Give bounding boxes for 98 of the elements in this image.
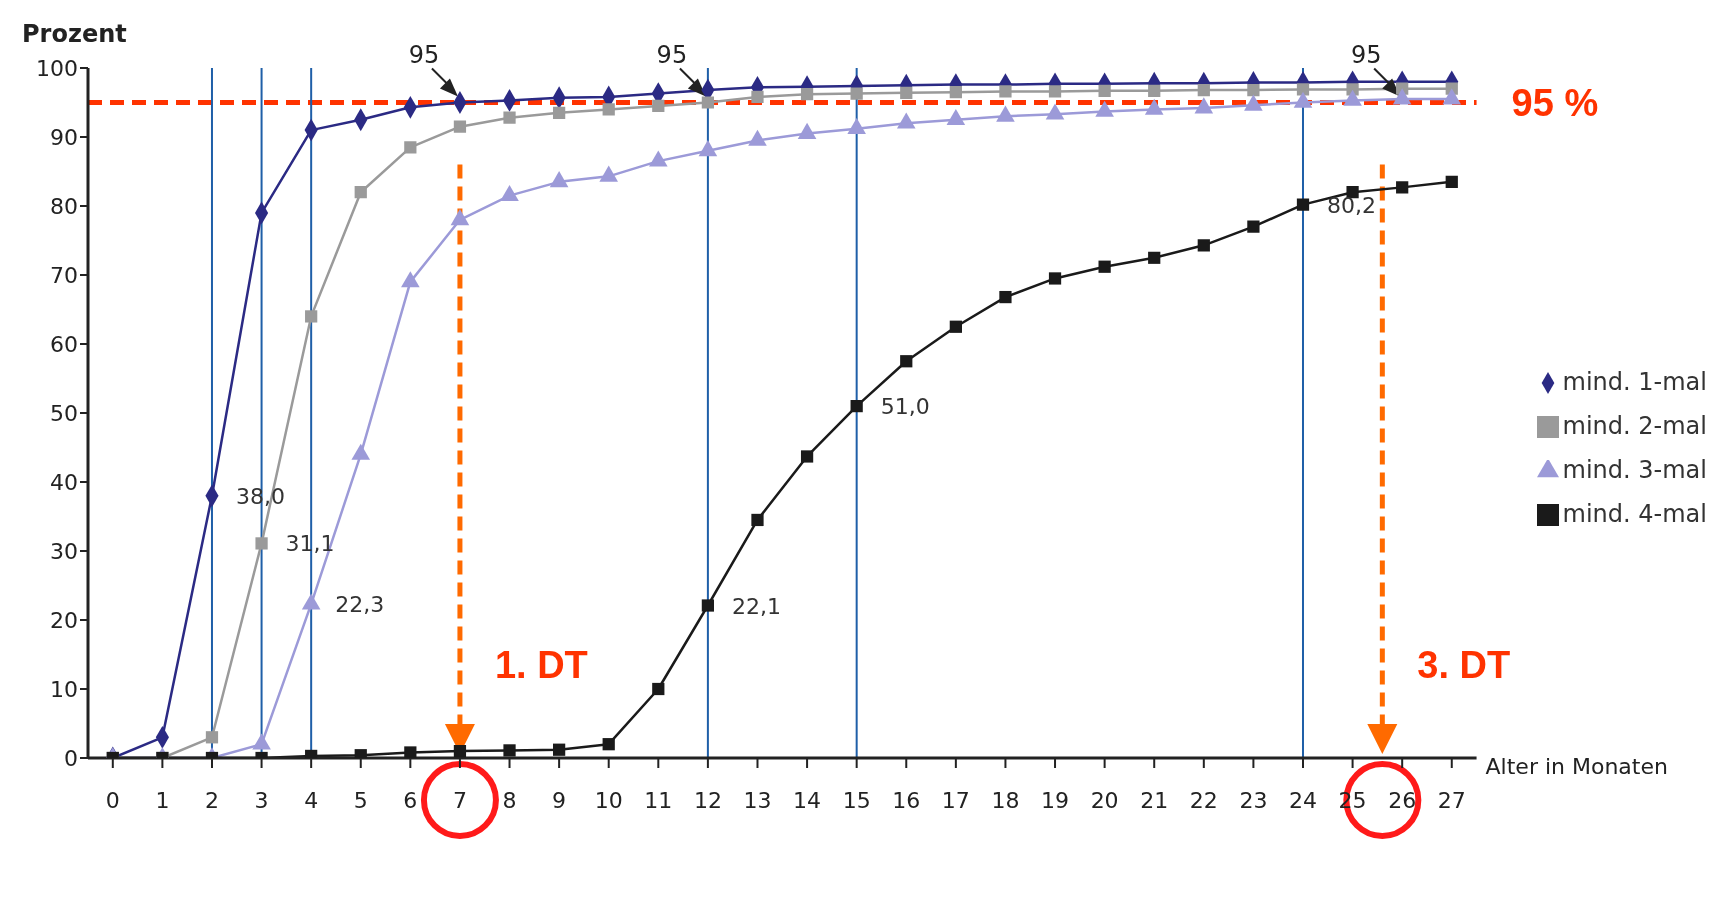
x-tick-label: 6: [403, 787, 418, 813]
point: [949, 320, 962, 333]
data-label: 22,1: [731, 593, 781, 619]
point: [453, 744, 467, 758]
ref-line-label: 3. DT: [1417, 644, 1511, 686]
point: [701, 96, 715, 109]
point: [1247, 83, 1260, 97]
y-tick-label: 0: [64, 745, 78, 771]
point: [1148, 84, 1161, 97]
point: [1296, 198, 1310, 211]
point: [850, 399, 863, 413]
data-label: 51,0: [880, 394, 930, 420]
annotation: 95: [656, 40, 688, 69]
point: [900, 355, 913, 368]
point: [999, 85, 1012, 98]
x-tick-label: 20: [1090, 787, 1119, 813]
point: [205, 731, 219, 744]
point: [354, 186, 367, 199]
point: [751, 90, 764, 104]
x-tick-label: 18: [991, 787, 1020, 813]
point: [305, 310, 318, 323]
point: [602, 738, 615, 751]
x-tick-label: 15: [842, 787, 871, 813]
point: [900, 86, 913, 99]
point: [553, 106, 566, 119]
legend-label: mind. 4-mal: [1562, 500, 1707, 528]
x-tick-label: 8: [502, 787, 517, 813]
x-tick-label: 0: [105, 787, 120, 813]
x-tick-label: 1: [155, 787, 170, 813]
point: [1048, 85, 1062, 98]
legend-label: mind. 3-mal: [1562, 456, 1707, 484]
point: [999, 290, 1012, 304]
x-tick-label: 13: [743, 787, 772, 813]
annotation: 95: [1350, 40, 1382, 69]
y-tick-label: 20: [50, 607, 78, 633]
x-tick-label: 14: [793, 787, 822, 813]
point: [503, 744, 516, 757]
x-tick-label: 22: [1189, 787, 1218, 813]
point: [602, 103, 615, 116]
x-tick-label: 10: [594, 787, 623, 813]
point: [701, 599, 715, 612]
x-axis-title: Alter in Monaten: [1485, 753, 1668, 779]
point: [503, 111, 516, 124]
x-tick-label: 21: [1140, 787, 1169, 813]
y-tick-label: 30: [50, 538, 78, 564]
legend-label: mind. 2-mal: [1562, 412, 1707, 440]
point: [800, 88, 814, 101]
y-tick-label: 40: [50, 469, 78, 495]
point: [1098, 84, 1111, 97]
x-tick-label: 2: [204, 787, 219, 813]
x-tick-label: 24: [1288, 787, 1317, 813]
x-tick-label: 23: [1239, 787, 1268, 813]
y-tick-label: 10: [50, 676, 78, 702]
y-tick-label: 70: [50, 262, 78, 288]
point: [1445, 175, 1458, 188]
point: [1197, 83, 1210, 97]
point: [850, 87, 863, 100]
y-tick-label: 80: [50, 193, 78, 219]
data-label: 22,3: [335, 592, 385, 618]
point: [949, 86, 962, 99]
legend-label: mind. 1-mal: [1562, 368, 1707, 396]
point: [404, 141, 417, 154]
data-label: 80,2: [1326, 192, 1376, 218]
point: [652, 682, 665, 696]
x-tick-label: 17: [941, 787, 970, 813]
x-tick-label: 12: [693, 787, 722, 813]
point: [255, 537, 268, 550]
point: [1197, 239, 1210, 252]
x-tick-label: 11: [644, 787, 673, 813]
x-tick-label: 19: [1041, 787, 1070, 813]
x-tick-label: 4: [304, 787, 319, 813]
x-tick-label: 5: [353, 787, 368, 813]
point: [1396, 181, 1409, 194]
point: [453, 120, 467, 133]
x-tick-label: 9: [552, 787, 567, 813]
x-tick-label: 27: [1437, 787, 1466, 813]
ref-line-label: 1. DT: [494, 644, 588, 686]
point: [800, 450, 814, 463]
ref-line-label: 95 %: [1511, 81, 1599, 124]
x-tick-label: 7: [452, 787, 467, 813]
point: [1048, 272, 1062, 285]
point: [652, 99, 665, 113]
point: [1296, 83, 1310, 96]
point: [553, 743, 566, 756]
point: [404, 746, 417, 758]
x-tick-label: 16: [892, 787, 921, 813]
y-tick-label: 60: [50, 331, 78, 357]
y-tick-label: 50: [50, 400, 78, 426]
x-tick-label: 3: [254, 787, 269, 813]
point: [1247, 220, 1260, 233]
point: [1148, 251, 1161, 264]
x-tick-label: 26: [1388, 787, 1417, 813]
y-tick-label: 90: [50, 124, 78, 150]
y-axis-title: Prozent: [22, 20, 127, 48]
y-tick-label: 100: [36, 55, 78, 81]
annotation: 95: [408, 40, 440, 69]
point: [1098, 260, 1111, 273]
point: [751, 513, 764, 527]
